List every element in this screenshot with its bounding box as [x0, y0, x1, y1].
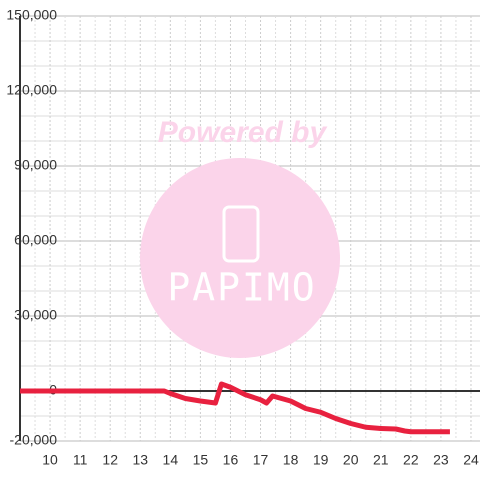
watermark: Powered by PAPIMO	[140, 116, 340, 358]
x-tick-label: 14	[163, 452, 179, 468]
x-tick-label: 16	[223, 452, 239, 468]
x-tick-label: 20	[343, 452, 359, 468]
x-tick-label: 17	[253, 452, 269, 468]
x-tick-label: 10	[42, 452, 58, 468]
x-tick-label: 22	[403, 452, 419, 468]
x-tick-label: 23	[433, 452, 449, 468]
x-tick-label: 19	[313, 452, 329, 468]
y-tick-label: -20,000	[10, 432, 58, 448]
watermark-logo: PAPIMO	[167, 266, 316, 310]
y-tick-label: 30,000	[14, 307, 57, 323]
x-tick-label: 13	[132, 452, 148, 468]
x-tick-label: 11	[73, 452, 88, 468]
data-line	[20, 381, 450, 435]
watermark-text: Powered by	[158, 116, 328, 149]
watermark-circle	[140, 158, 340, 358]
y-tick-label: 120,000	[6, 82, 57, 98]
x-tick-label: 18	[283, 452, 299, 468]
x-tick-label: 21	[373, 452, 389, 468]
y-tick-label: 150,000	[6, 7, 57, 23]
x-tick-label: 24	[463, 452, 479, 468]
x-tick-label: 12	[102, 452, 118, 468]
x-tick-label: 15	[193, 452, 209, 468]
y-tick-label: 90,000	[14, 157, 57, 173]
watermark-icon	[222, 205, 260, 263]
y-tick-label: 60,000	[14, 232, 57, 248]
